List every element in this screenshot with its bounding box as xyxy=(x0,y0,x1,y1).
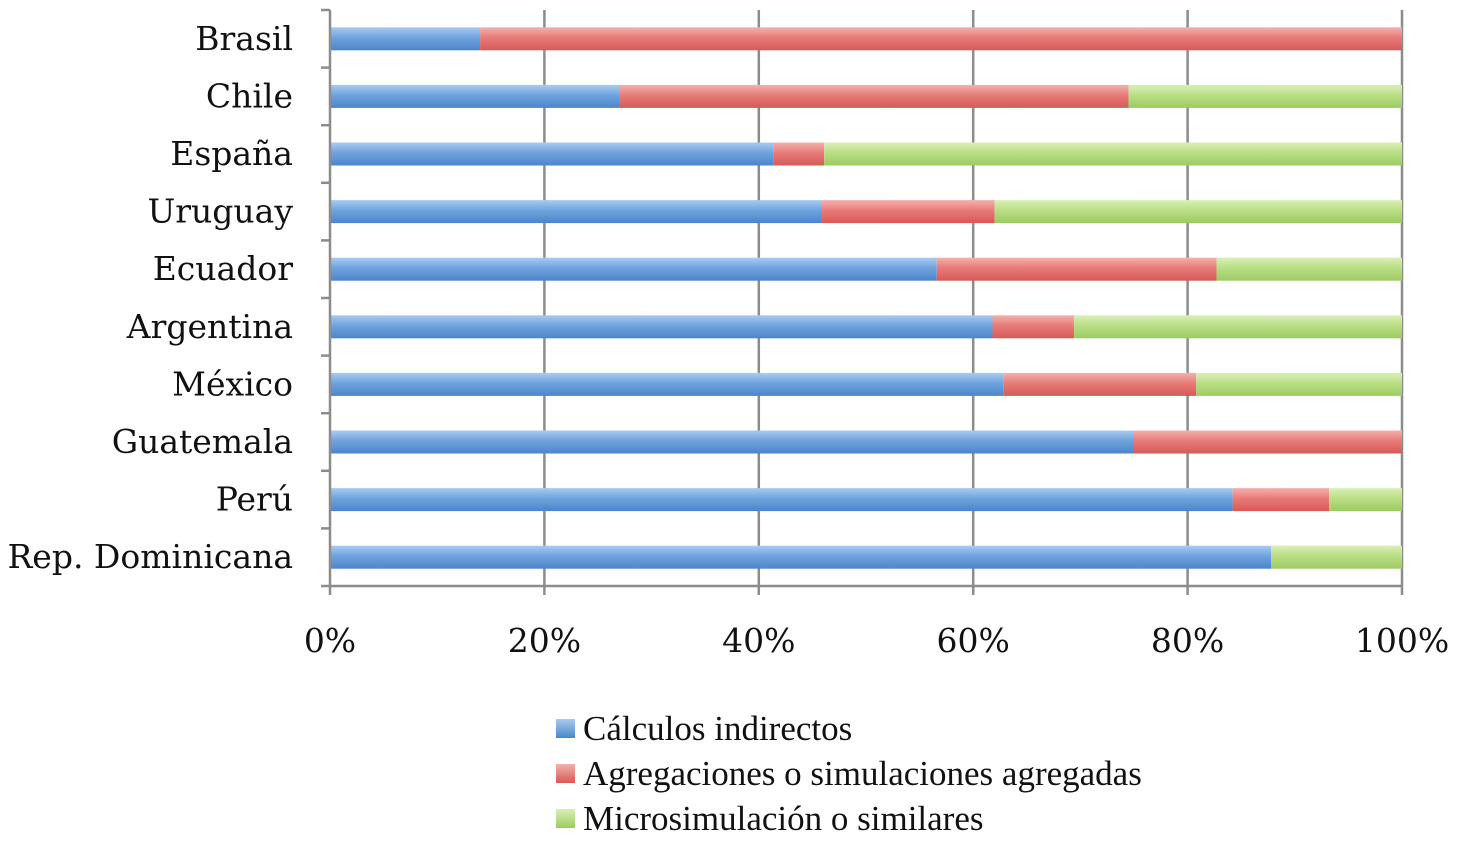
x-tick-label: 40% xyxy=(722,621,795,660)
bar-segment xyxy=(1073,315,1402,339)
legend: Cálculos indirectos Agregaciones o simul… xyxy=(556,706,1142,841)
legend-swatch-calculos xyxy=(556,719,575,738)
bar-segment xyxy=(330,315,993,339)
x-tick-label: 80% xyxy=(1151,621,1224,660)
bar-segment xyxy=(330,488,1233,512)
bar-segment xyxy=(330,257,937,281)
bars xyxy=(330,27,1403,569)
labels: 0% 20% 40% 60% 80% 100% Brasil Chile España Urugu… xyxy=(7,19,1449,660)
y-category-label: Argentina xyxy=(126,307,293,346)
legend-label-calculos: Cálculos indirectos xyxy=(583,708,853,748)
y-category-label: Rep. Dominicana xyxy=(7,537,293,576)
axes xyxy=(321,8,1404,595)
y-category-label: Perú xyxy=(216,480,293,519)
bar-segment xyxy=(619,84,1129,108)
y-category-label: Guatemala xyxy=(112,422,293,461)
bar-segment xyxy=(480,27,1403,51)
bar-segment xyxy=(330,200,823,224)
bar-segment xyxy=(330,430,1134,454)
x-tick-label: 100% xyxy=(1355,621,1449,660)
bar-segment xyxy=(330,372,1004,396)
y-category-label: Uruguay xyxy=(147,192,293,231)
x-tick-label: 20% xyxy=(508,621,581,660)
legend-label-microsimulacion: Microsimulación o similares xyxy=(583,798,984,838)
bar-segment xyxy=(1216,257,1402,281)
bar-segment xyxy=(330,84,620,108)
legend-label-agregaciones: Agregaciones o simulaciones agregadas xyxy=(583,753,1142,793)
legend-item-microsimulacion: Microsimulación o similares xyxy=(556,796,1142,841)
x-tick-label: 0% xyxy=(304,621,356,660)
bar-segment xyxy=(1196,372,1402,396)
legend-swatch-agregaciones xyxy=(556,764,575,783)
bar-segment xyxy=(1134,430,1402,454)
legend-item-calculos: Cálculos indirectos xyxy=(556,706,1142,751)
bar-segment xyxy=(330,142,774,166)
bar-segment xyxy=(936,257,1217,281)
x-tick-label: 60% xyxy=(937,621,1010,660)
y-category-label: México xyxy=(172,364,293,403)
y-category-label: Brasil xyxy=(195,19,293,58)
bar-segment xyxy=(992,315,1074,339)
bar-segment xyxy=(824,142,1402,166)
bar-segment xyxy=(1271,545,1402,569)
bar-segment xyxy=(330,27,481,51)
bar-segment xyxy=(1232,488,1330,512)
y-category-label: España xyxy=(170,134,293,173)
bar-segment xyxy=(822,200,995,224)
bar-segment xyxy=(1329,488,1402,512)
legend-item-agregaciones: Agregaciones o simulaciones agregadas xyxy=(556,751,1142,796)
y-category-label: Ecuador xyxy=(153,249,293,288)
legend-swatch-microsimulacion xyxy=(556,809,575,828)
bar-segment xyxy=(330,545,1272,569)
y-category-label: Chile xyxy=(206,76,293,115)
bar-segment xyxy=(1003,372,1197,396)
bar-segment xyxy=(773,142,825,166)
bar-segment xyxy=(1128,84,1402,108)
bar-segment xyxy=(994,200,1402,224)
